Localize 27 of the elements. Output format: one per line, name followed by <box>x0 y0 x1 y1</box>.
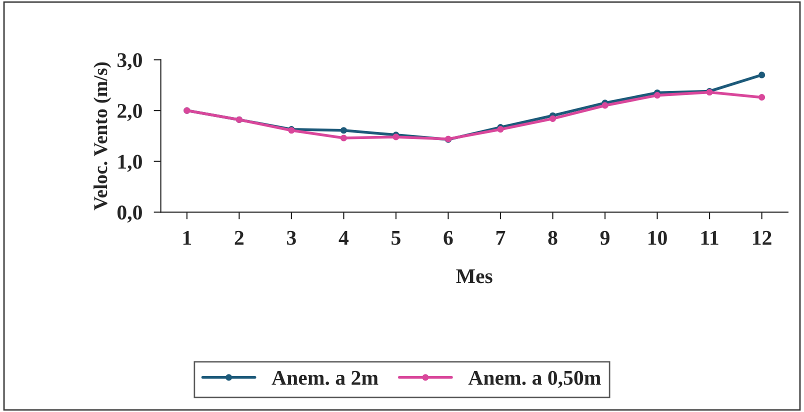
point <box>340 127 348 134</box>
point <box>549 115 556 122</box>
x-tick-label: 12 <box>753 230 772 245</box>
point <box>654 92 661 99</box>
y-tick-label: 3,0 <box>117 53 142 70</box>
x-tick-label: 10 <box>648 230 667 245</box>
point <box>758 72 766 78</box>
y-tick-label: 0,0 <box>117 206 142 223</box>
x-tick-label: 8 <box>548 230 558 245</box>
point <box>602 102 608 109</box>
point <box>340 134 348 142</box>
y-tick-label: 2,0 <box>118 104 142 122</box>
legend-label: Anem. a 2m <box>272 370 378 385</box>
point <box>758 94 766 101</box>
y-axis-title: Veloc. Vento (m/s) <box>94 62 112 210</box>
y-tick-label: 1,0 <box>118 154 142 172</box>
x-tick-label: 3 <box>287 230 296 245</box>
x-tick-label: 6 <box>444 230 453 245</box>
x-tick-label: 4 <box>338 230 349 245</box>
x-tick-label: 7 <box>496 231 506 245</box>
x-tick-label: 9 <box>600 230 610 245</box>
x-axis-title: Mes <box>456 269 492 284</box>
x-tick-label: 1 <box>183 230 192 245</box>
x-tick-label: 5 <box>392 231 400 245</box>
x-tick-label: 2 <box>234 230 244 245</box>
legend-label: Anem. a 0,50m <box>468 370 601 388</box>
x-tick-label: 11 <box>701 230 718 245</box>
